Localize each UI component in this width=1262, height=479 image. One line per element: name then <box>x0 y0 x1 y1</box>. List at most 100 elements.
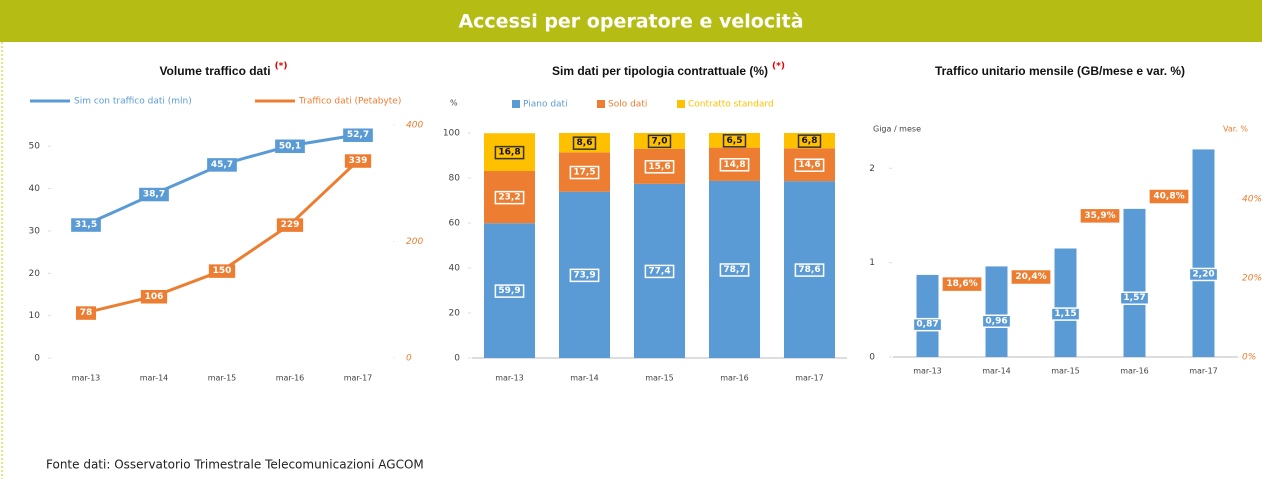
y-axis-label: Giga / mese <box>873 125 921 134</box>
bar <box>985 266 1008 357</box>
label-box <box>912 317 943 332</box>
data-label: 8,6 <box>577 138 593 148</box>
legend-label: Traffico dati (Petabyte) <box>298 97 401 107</box>
y2-tick-label: 0 <box>406 354 412 364</box>
y-tick-label: 40 <box>449 264 461 274</box>
y-tick-label: 0 <box>454 354 460 364</box>
y2-tick-label: 200 <box>406 237 423 247</box>
page-title: Accessi per operatore e velocità <box>458 11 803 33</box>
y-tick-label: 0 <box>869 353 875 363</box>
value-box <box>75 306 97 320</box>
value-box <box>343 128 373 142</box>
bar-segment <box>709 180 760 358</box>
y-tick-label: 20 <box>449 309 461 319</box>
y-tick-label: 10 <box>29 311 41 321</box>
value-box <box>140 290 168 304</box>
header-bar <box>0 0 1262 42</box>
data-label: 50,1 <box>279 141 301 151</box>
data-label: 40,8% <box>1153 192 1184 202</box>
label-box <box>569 165 600 180</box>
y2-tick-label: 20% <box>1242 274 1262 284</box>
bar-segment <box>634 183 685 358</box>
bar-segment <box>484 171 535 224</box>
label-box <box>647 134 672 149</box>
y-tick-label: 80 <box>449 174 461 184</box>
y2-tick-label: 40% <box>1242 195 1262 205</box>
source-note: Fonte dati: Osservatorio Trimestrale Tel… <box>46 458 424 472</box>
x-tick-label: mar-13 <box>72 374 101 383</box>
x-tick-label: mar-17 <box>1189 367 1218 376</box>
bar <box>1123 208 1146 357</box>
x-tick-label: mar-16 <box>720 374 749 383</box>
line <box>85 133 359 226</box>
y-tick-label: 50 <box>29 142 41 152</box>
data-label: 1,57 <box>1123 293 1145 303</box>
y2-tick-label: 400 <box>406 121 423 131</box>
x-tick-label: mar-13 <box>913 367 942 376</box>
data-label: 16,8 <box>498 148 520 158</box>
data-label: 18,6% <box>946 279 977 289</box>
value-box <box>1080 209 1120 223</box>
label-box <box>794 263 825 277</box>
label-box <box>569 268 600 283</box>
title-note: (*) <box>275 62 288 72</box>
title-note: (*) <box>772 62 785 72</box>
label-box <box>494 284 525 298</box>
bar-segment <box>634 148 685 184</box>
value-box <box>344 154 372 168</box>
value-box <box>276 218 304 232</box>
x-tick-label: mar-16 <box>1120 367 1149 376</box>
data-label: 2,20 <box>1192 269 1214 279</box>
label-box <box>644 264 675 279</box>
data-label: 6,8 <box>802 136 818 146</box>
legend-swatch <box>512 100 520 108</box>
label-box <box>1188 267 1219 282</box>
data-label: 106 <box>145 292 164 302</box>
data-label: 35,9% <box>1084 211 1115 221</box>
data-label: 78,7 <box>723 265 745 275</box>
value-box <box>275 139 305 154</box>
label-box <box>1119 291 1150 305</box>
data-label: 7,0 <box>652 136 668 146</box>
x-tick-label: mar-16 <box>276 374 305 383</box>
label-box <box>794 158 825 172</box>
x-tick-label: mar-15 <box>645 374 674 383</box>
data-label: 77,4 <box>648 266 670 276</box>
y-tick-label: 60 <box>449 219 461 229</box>
data-label: 14,8 <box>723 160 745 170</box>
x-tick-label: mar-15 <box>208 374 237 383</box>
data-label: 150 <box>213 266 232 276</box>
x-tick-label: mar-17 <box>795 374 824 383</box>
label-box <box>981 314 1012 329</box>
data-label: 59,9 <box>498 286 520 296</box>
y-tick-label: 0 <box>34 354 40 364</box>
data-label: 1,15 <box>1054 309 1076 319</box>
line <box>85 159 360 315</box>
data-label: 17,5 <box>573 168 595 178</box>
label-box <box>719 263 750 277</box>
data-label: 14,6 <box>798 160 820 170</box>
bar <box>1054 248 1077 357</box>
legend-label: Piano dati <box>523 100 568 110</box>
data-label: 52,7 <box>347 130 369 140</box>
x-tick-label: mar-13 <box>495 374 524 383</box>
y-tick-label: 30 <box>29 226 41 236</box>
label-box <box>644 160 675 174</box>
bar-segment <box>709 147 760 181</box>
y-tick-label: 2 <box>869 164 875 174</box>
legend-label: Contratto standard <box>688 100 774 110</box>
value-box <box>1011 270 1051 284</box>
value-box <box>139 187 169 202</box>
y2-tick-label: 0% <box>1242 353 1256 363</box>
data-label: 73,9 <box>573 270 595 280</box>
y2-axis-label: Var. % <box>1223 125 1248 134</box>
data-label: 15,6 <box>648 162 670 172</box>
value-box <box>942 277 982 291</box>
bar-segment <box>784 148 835 182</box>
label-box <box>494 190 525 205</box>
x-tick-label: mar-14 <box>140 374 169 383</box>
legend-label: Sim con traffico dati (mln) <box>74 97 192 107</box>
data-label: 229 <box>281 220 300 230</box>
value-box <box>207 158 237 172</box>
